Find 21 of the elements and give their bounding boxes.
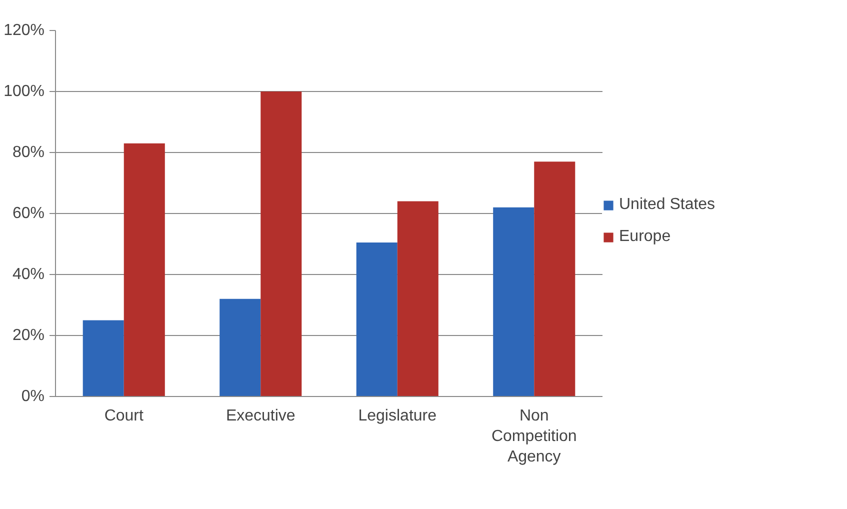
bar <box>356 242 398 396</box>
y-tick-label: 0% <box>21 388 44 405</box>
bar <box>493 207 534 396</box>
y-tick-label: 100% <box>4 83 44 100</box>
x-tick-label: Non Competition Agency <box>491 408 577 466</box>
y-tick-label: 120% <box>4 22 44 39</box>
y-tick-label: 60% <box>12 205 45 222</box>
legend-label: Europe <box>619 228 672 246</box>
bar <box>220 298 261 396</box>
y-tick-label: 40% <box>12 266 45 283</box>
bar <box>124 143 165 396</box>
x-tick-label: Court <box>104 408 144 424</box>
bar <box>534 162 576 396</box>
x-tick-label: Legislature <box>358 408 437 424</box>
y-tick-label: 80% <box>12 144 45 161</box>
bar <box>397 201 438 396</box>
legend-label: United States <box>619 196 716 214</box>
x-tick-label: Executive <box>226 408 296 424</box>
y-tick-label: 20% <box>12 327 45 344</box>
bar <box>260 92 302 396</box>
bar <box>82 320 124 396</box>
